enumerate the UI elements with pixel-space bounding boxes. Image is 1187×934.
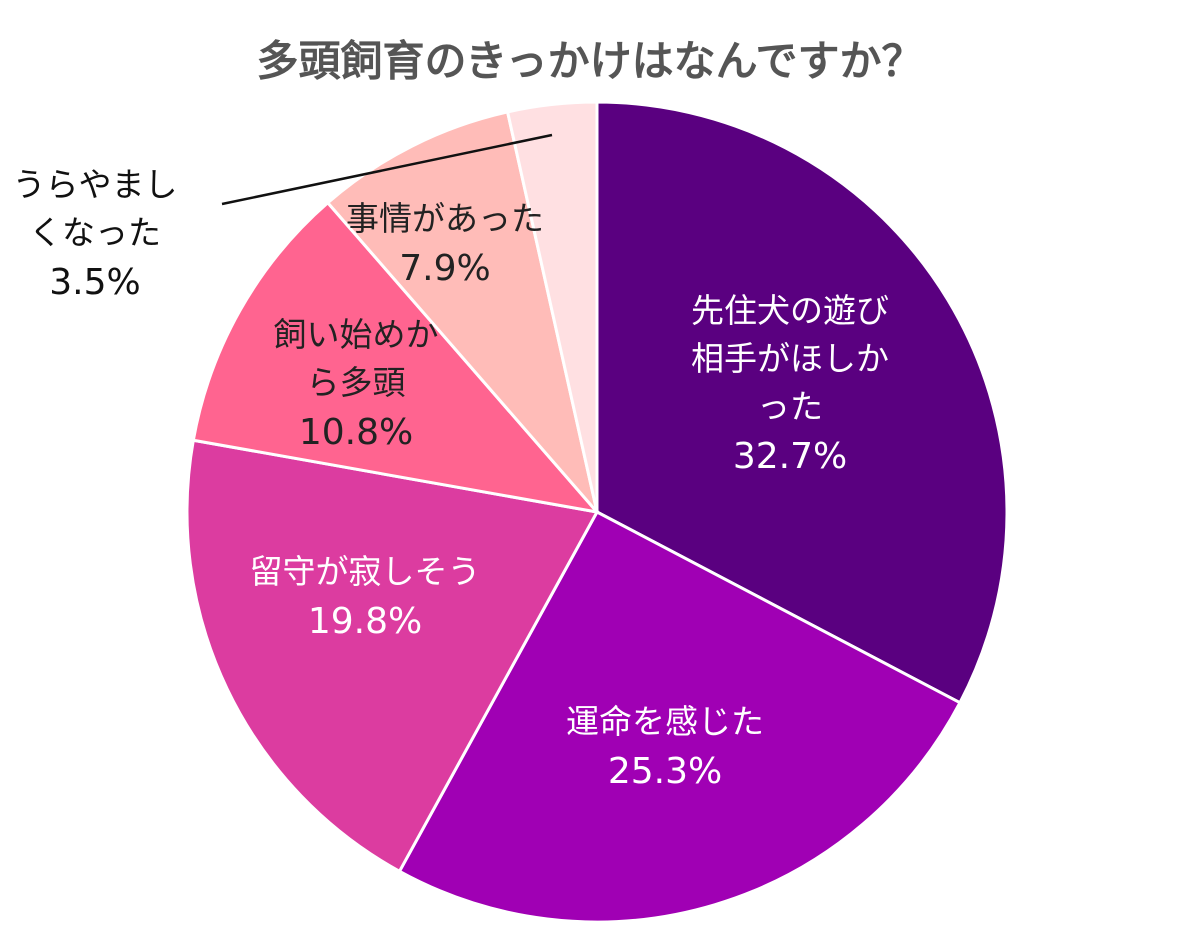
slice-label: 事情があった 7.9% bbox=[315, 135, 575, 355]
slice-label-box: 飼い始めから多頭 10.8% bbox=[269, 275, 444, 495]
slice-label: 先住犬の遊び相手がほしかった 32.7% bbox=[685, 275, 895, 495]
slice-label: うらやましくなった 3.5% bbox=[0, 125, 190, 345]
chart-title: 多頭飼育のきっかけはなんですか？ bbox=[257, 37, 924, 86]
pie-slice bbox=[505, 100, 599, 513]
value-label: 25.3% bbox=[607, 750, 723, 792]
category-label: 事情があった bbox=[346, 198, 544, 238]
slice-label-box: うらやましくなった 3.5% bbox=[0, 125, 190, 345]
category-label: 留守が寂しそう bbox=[249, 551, 481, 591]
slice-label: 運命を感じた 25.3% bbox=[530, 638, 800, 858]
pie-slice bbox=[397, 509, 962, 924]
slice-label: 飼い始めから多頭 10.8% bbox=[269, 275, 444, 495]
value-label: 19.8% bbox=[307, 600, 423, 642]
slice-label-box: 留守が寂しそう 19.8% bbox=[215, 488, 515, 708]
category-label: 先住犬の遊び相手がほしかった bbox=[691, 291, 889, 426]
slice-label-box: 先住犬の遊び相手がほしかった 32.7% bbox=[685, 275, 895, 495]
value-label: 7.9% bbox=[399, 247, 491, 289]
slice-label-box: 事情があった 7.9% bbox=[315, 135, 575, 355]
slice-label-box: 運命を感じた 25.3% bbox=[530, 638, 800, 858]
slice-label: 留守が寂しそう 19.8% bbox=[215, 488, 515, 708]
category-label: 飼い始めから多頭 bbox=[273, 315, 439, 402]
pie-slice bbox=[185, 438, 600, 874]
leader-line bbox=[221, 133, 553, 206]
pie-slice bbox=[191, 200, 601, 515]
category-label: 運命を感じた bbox=[566, 701, 764, 741]
value-label: 10.8% bbox=[298, 411, 414, 453]
value-label: 3.5% bbox=[49, 261, 141, 303]
category-label: うらやましくなった bbox=[12, 165, 178, 252]
value-label: 32.7% bbox=[732, 435, 848, 477]
pie-slice bbox=[595, 100, 1009, 705]
